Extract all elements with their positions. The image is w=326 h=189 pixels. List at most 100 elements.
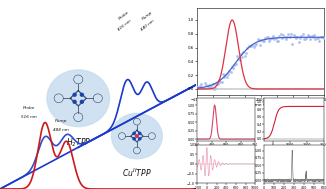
Circle shape xyxy=(136,135,138,137)
Point xyxy=(317,39,322,42)
Point xyxy=(213,86,218,89)
Circle shape xyxy=(133,138,135,140)
Point xyxy=(315,37,320,40)
Point xyxy=(246,44,251,47)
Circle shape xyxy=(139,132,141,135)
Point xyxy=(223,74,228,77)
Point xyxy=(250,44,255,47)
Point xyxy=(286,32,291,35)
Ellipse shape xyxy=(47,70,110,127)
Point xyxy=(234,55,240,58)
Point xyxy=(229,65,234,68)
Point xyxy=(247,45,253,48)
Point xyxy=(256,39,261,42)
Point xyxy=(210,83,215,86)
Point xyxy=(268,38,273,41)
Circle shape xyxy=(73,93,76,96)
Point xyxy=(224,76,230,79)
Point xyxy=(320,36,326,39)
Point xyxy=(237,58,242,61)
Circle shape xyxy=(81,100,83,103)
Point xyxy=(215,83,220,86)
Point xyxy=(195,85,200,88)
Point xyxy=(264,35,269,38)
Text: Pump: Pump xyxy=(141,10,154,21)
Point xyxy=(289,32,294,35)
Point xyxy=(270,34,275,37)
Point xyxy=(228,71,233,74)
Point xyxy=(252,43,258,46)
Text: 488 nm: 488 nm xyxy=(53,128,68,132)
Point xyxy=(287,36,292,39)
Point xyxy=(259,38,264,41)
Point xyxy=(272,38,277,41)
Point xyxy=(260,40,265,43)
Point xyxy=(313,37,318,40)
Circle shape xyxy=(73,100,76,103)
Text: 440 nm: 440 nm xyxy=(140,19,155,32)
Point xyxy=(251,46,256,49)
Point xyxy=(222,76,227,79)
Point xyxy=(242,55,247,58)
Point xyxy=(230,66,236,69)
Point xyxy=(214,83,219,86)
Point xyxy=(255,38,260,41)
Point xyxy=(322,36,326,39)
Text: $\it{Cu^{II}}$TPP: $\it{Cu^{II}}$TPP xyxy=(122,166,152,179)
Point xyxy=(216,79,222,82)
Point xyxy=(273,37,278,40)
Point xyxy=(254,42,259,45)
Point xyxy=(296,41,301,44)
Point xyxy=(200,86,205,89)
Circle shape xyxy=(139,138,141,140)
Point xyxy=(261,40,267,43)
Point xyxy=(278,33,283,36)
Point xyxy=(290,42,295,45)
Point xyxy=(267,39,272,42)
Point xyxy=(227,69,232,72)
Text: Probe: Probe xyxy=(118,10,130,21)
Point xyxy=(319,35,324,38)
Point xyxy=(291,34,296,37)
Point xyxy=(209,85,214,88)
Circle shape xyxy=(133,132,135,135)
Point xyxy=(211,87,216,90)
Point xyxy=(197,85,202,88)
Point xyxy=(241,51,246,54)
Point xyxy=(299,35,304,38)
Point xyxy=(297,36,303,39)
Circle shape xyxy=(81,93,83,96)
Point xyxy=(196,87,201,90)
Point xyxy=(220,73,226,76)
Point xyxy=(279,36,285,39)
Point xyxy=(309,35,314,38)
Point xyxy=(277,34,282,37)
Point xyxy=(218,81,223,84)
Point xyxy=(283,38,289,41)
Point xyxy=(236,58,241,61)
Point xyxy=(233,63,238,66)
Point xyxy=(318,35,323,38)
Point xyxy=(314,36,319,40)
Point xyxy=(206,83,211,86)
Point xyxy=(274,39,279,42)
Point xyxy=(295,36,300,39)
Point xyxy=(269,36,274,39)
Point xyxy=(285,35,290,38)
Point xyxy=(201,86,206,89)
Point xyxy=(275,39,281,42)
Point xyxy=(245,47,250,50)
Point xyxy=(232,64,237,67)
Point xyxy=(281,34,286,37)
Point xyxy=(202,82,208,85)
Point xyxy=(308,37,313,40)
Point xyxy=(258,43,263,46)
Point xyxy=(293,36,299,40)
Point xyxy=(248,44,254,47)
X-axis label: Time (fs): Time (fs) xyxy=(251,103,271,107)
Point xyxy=(240,56,245,59)
Point xyxy=(265,35,271,38)
Point xyxy=(205,86,210,89)
Point xyxy=(263,36,268,40)
Point xyxy=(305,33,310,36)
